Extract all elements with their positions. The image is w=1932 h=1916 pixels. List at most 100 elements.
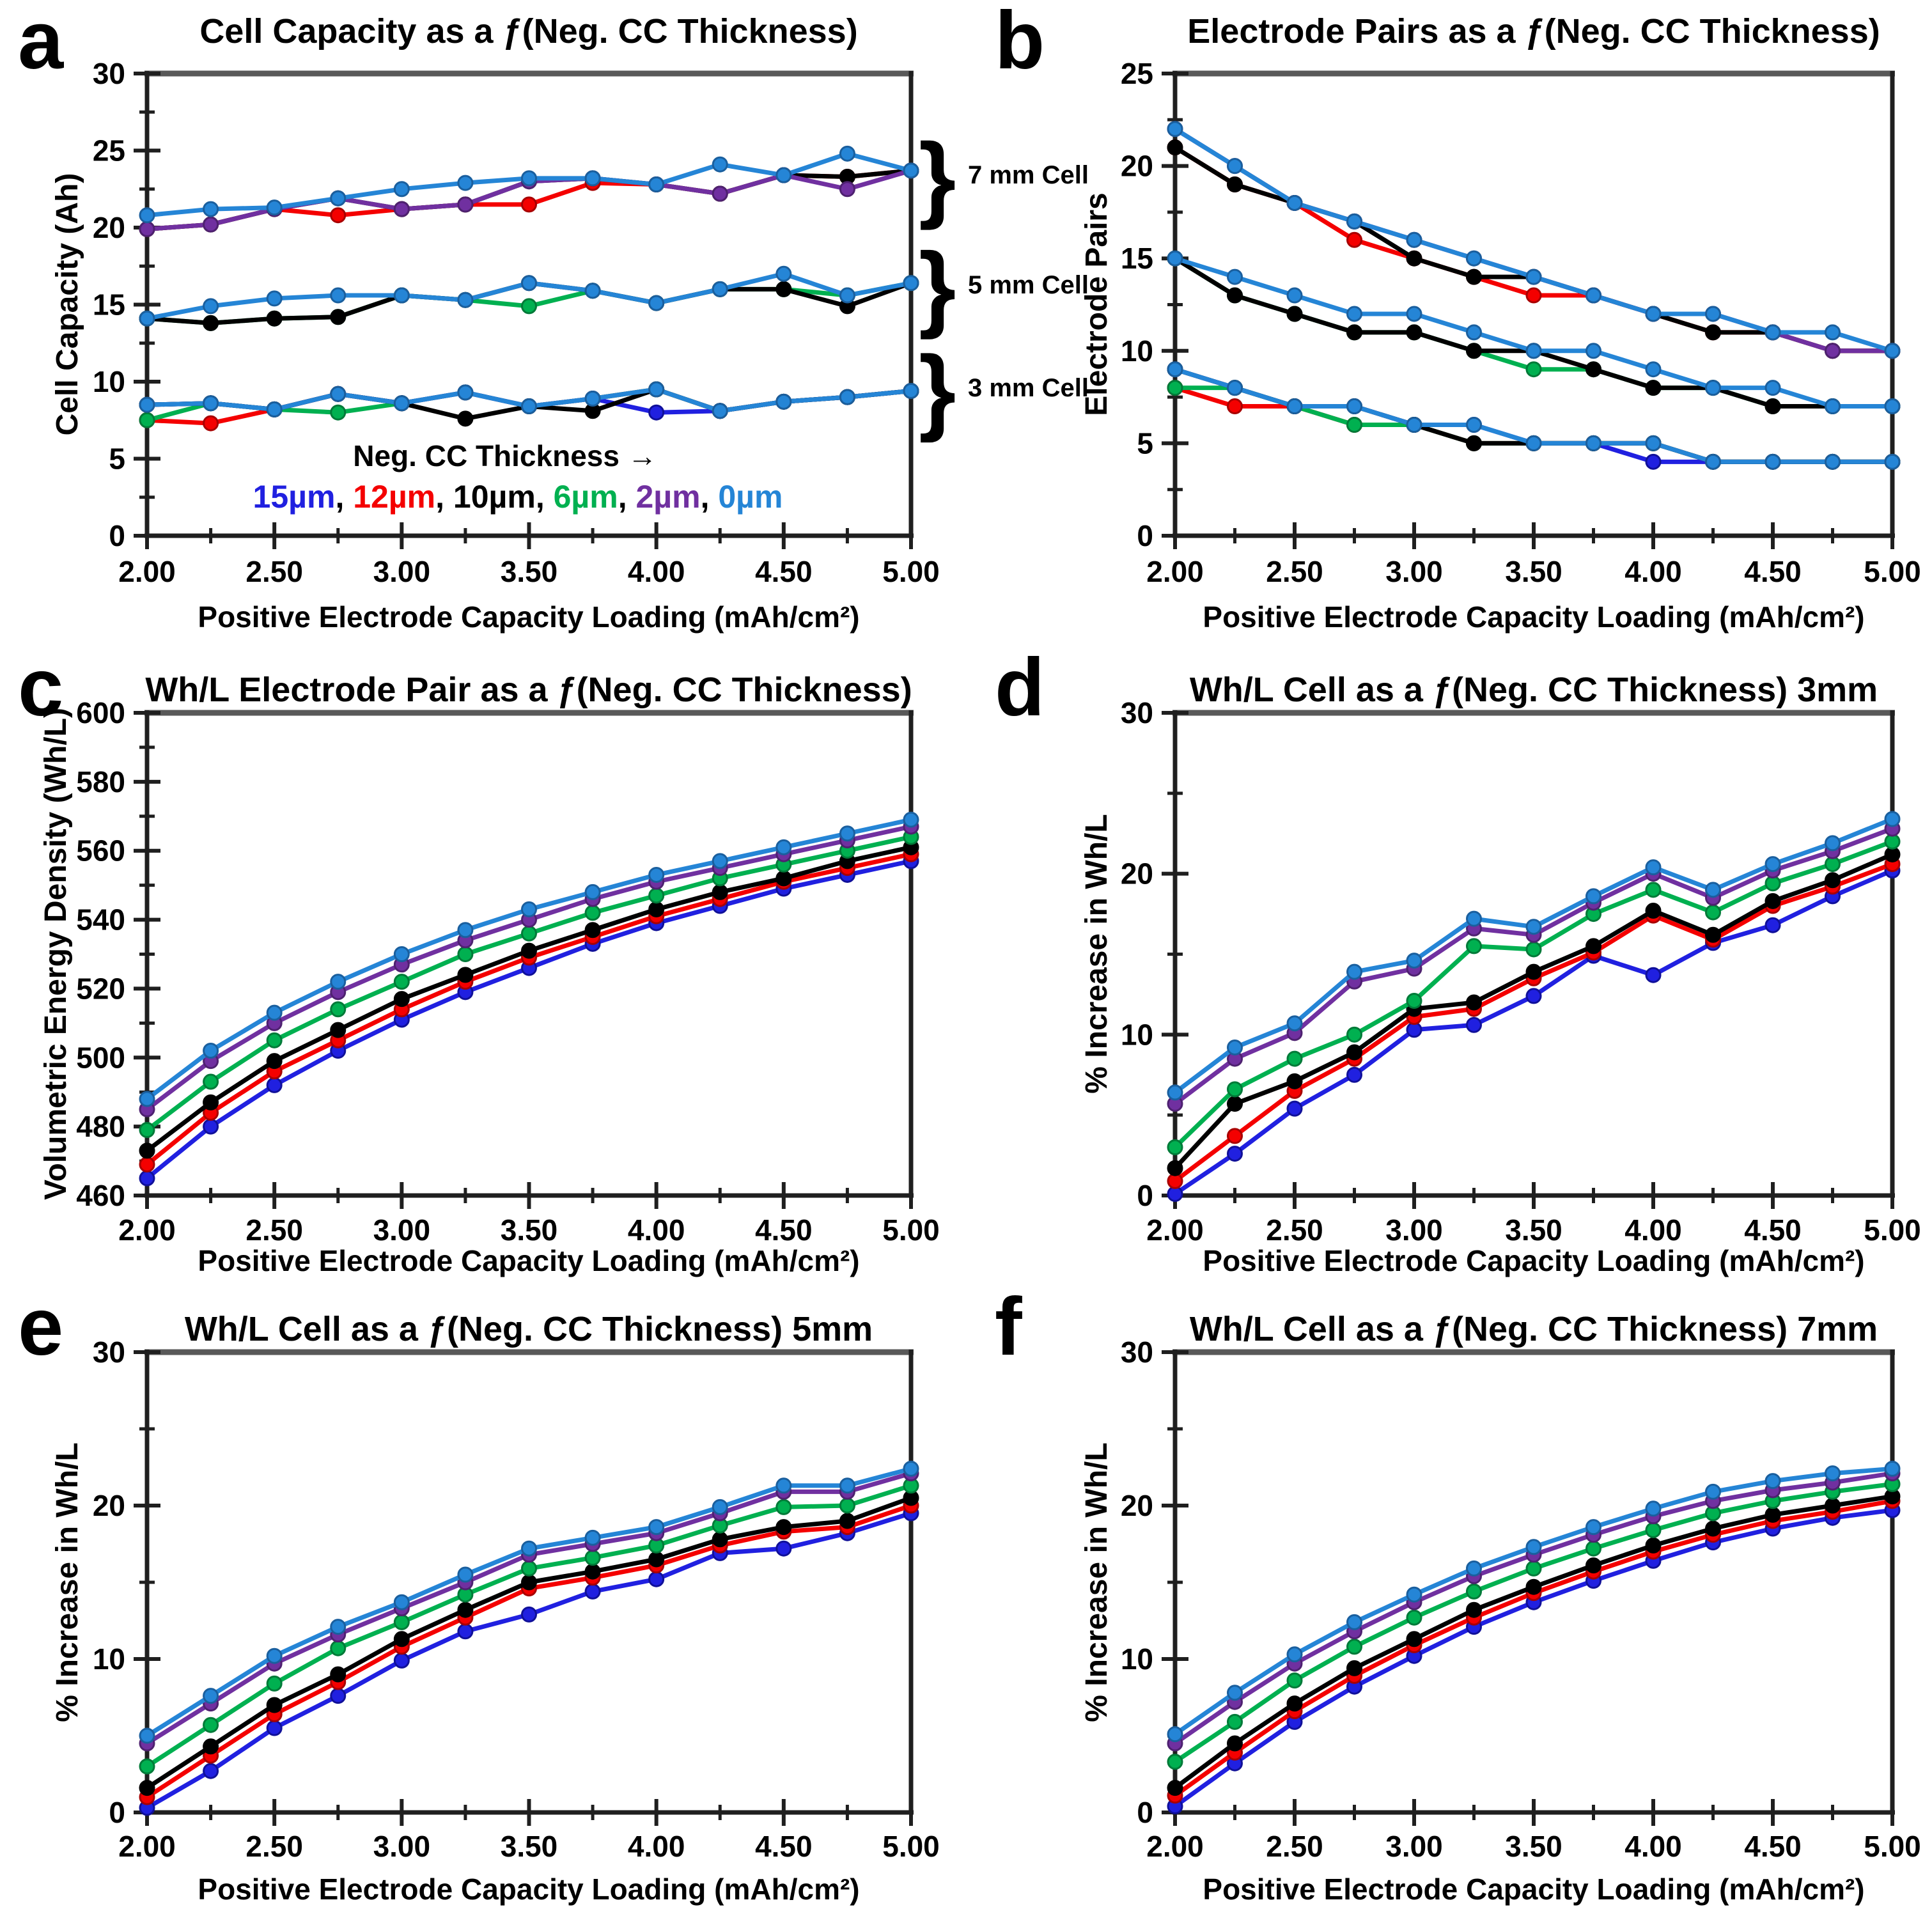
series-dot-b-0um <box>1286 194 1303 211</box>
y-tick-label-a: 20 <box>93 211 125 244</box>
series-dot-b-10um <box>1167 139 1183 156</box>
series-dot-b-0um <box>1645 306 1662 322</box>
series-dot-e-10um <box>330 1666 347 1683</box>
series-dot-f-0um <box>1525 1539 1542 1555</box>
series-dot-a-0um <box>903 382 919 399</box>
x-tick-label-c: 2.00 <box>118 1213 176 1247</box>
series-dot-b-10um <box>1705 324 1721 341</box>
series-dot-a-0um <box>330 190 347 206</box>
series-dot-c-0um <box>393 946 410 962</box>
series-dot-d-15um <box>1765 917 1781 933</box>
brace-7-mm-Cell: } <box>919 123 956 230</box>
y-tick-label-d: 10 <box>1121 1018 1153 1051</box>
series-dot-d-12um <box>1227 1128 1243 1144</box>
y-tick-label-a: 15 <box>93 288 125 322</box>
x-tick-label-c: 4.00 <box>628 1213 685 1247</box>
series-dot-f-6um <box>1286 1672 1303 1689</box>
series-dot-a-0um <box>839 287 855 304</box>
y-tick-label-f: 20 <box>1121 1489 1153 1522</box>
panel-letter-b: b <box>995 0 1045 86</box>
series-dot-f-0um <box>1286 1646 1303 1663</box>
series-dot-a-0um <box>521 170 537 187</box>
series-dot-c-6um <box>457 946 474 962</box>
series-dot-f-0um <box>1406 1586 1422 1603</box>
series-dot-a-0um <box>712 403 728 419</box>
series-dot-d-10um <box>1825 872 1841 889</box>
x-tick-label-f: 3.50 <box>1505 1830 1562 1863</box>
series-line-b-12um <box>1172 145 1895 354</box>
series-dot-d-15um <box>1525 988 1542 1004</box>
series-dot-c-0um <box>839 825 855 842</box>
series-dot-e-10um <box>203 1738 219 1755</box>
y-tick-label-f: 0 <box>1137 1796 1153 1829</box>
series-dot-a-0um <box>648 295 665 311</box>
series-dot-d-6um <box>1346 1026 1362 1043</box>
x-axis-title-e: Positive Electrode Capacity Loading (mAh… <box>198 1873 860 1906</box>
y-tick-label-a: 10 <box>93 365 125 398</box>
y-tick-label-a: 0 <box>109 519 125 552</box>
series-dot-b-0um <box>1705 453 1721 470</box>
y-tick-label-a: 25 <box>93 134 125 167</box>
series-dot-d-0um <box>1227 1039 1243 1055</box>
series-dot-a-10um <box>203 315 219 331</box>
series-dot-e-10um <box>584 1563 601 1580</box>
series-dot-b-0um <box>1765 324 1781 341</box>
series-dot-f-10um <box>1227 1735 1243 1752</box>
series-dot-f-10um <box>1406 1631 1422 1647</box>
x-tick-label-a: 5.00 <box>882 555 940 588</box>
series-dot-b-10um <box>1466 343 1482 359</box>
series-dot-a-10um <box>775 281 792 297</box>
x-tick-label-b: 4.50 <box>1744 555 1802 588</box>
y-tick-label-c: 580 <box>76 765 125 798</box>
series-dot-a-0um <box>775 265 792 282</box>
series-dot-f-10um <box>1167 1780 1183 1796</box>
series-dot-b-0um <box>1825 324 1841 341</box>
series-dot-e-15um <box>266 1720 283 1736</box>
x-tick-label-e: 2.00 <box>118 1830 176 1863</box>
series-dot-e-0um <box>139 1727 155 1744</box>
series-dot-f-6um <box>1406 1609 1422 1626</box>
series-dot-e-10um <box>139 1780 155 1796</box>
series-dot-a-0um <box>712 156 728 173</box>
series-dot-c-6um <box>393 974 410 990</box>
y-tick-label-f: 30 <box>1121 1336 1153 1369</box>
legend-entry-0um: 0µm <box>718 479 783 515</box>
annotation-5mm-cell: 5 mm Cell <box>968 271 1089 299</box>
series-dot-e-0um <box>203 1688 219 1704</box>
series-dot-b-0um <box>1585 287 1601 304</box>
brace-5-mm-Cell: } <box>919 233 956 340</box>
series-line-b-2um <box>1172 127 1895 354</box>
series-dot-f-6um <box>1585 1540 1601 1557</box>
series-dot-c-0um <box>457 922 474 939</box>
series-dot-b-12um <box>1227 398 1243 415</box>
annotation-3mm-cell: 3 mm Cell <box>968 374 1089 402</box>
series-dot-a-0um <box>584 283 601 299</box>
y-tick-label-b: 20 <box>1121 150 1153 183</box>
series-dot-d-10um <box>1227 1096 1243 1112</box>
series-dot-b-15um <box>1645 453 1662 470</box>
series-dot-b-0um <box>1765 453 1781 470</box>
panel-title-f: Wh/L Cell as a ƒ(Neg. CC Thickness) 7mm <box>1189 1310 1878 1348</box>
series-dot-c-0um <box>775 839 792 855</box>
series-dot-a-0um <box>839 389 855 405</box>
series-dot-d-10um <box>1346 1044 1362 1061</box>
series-dot-d-6um <box>1167 1139 1183 1155</box>
series-dot-a-15um <box>648 404 665 421</box>
series-dot-d-6um <box>1705 904 1721 921</box>
series-dot-c-0um <box>712 853 728 869</box>
x-tick-label-f: 2.00 <box>1146 1830 1204 1863</box>
y-tick-label-e: 10 <box>93 1642 125 1676</box>
x-tick-label-f: 4.50 <box>1744 1830 1802 1863</box>
x-tick-label-f: 2.50 <box>1266 1830 1323 1863</box>
series-dot-d-10um <box>1765 892 1781 909</box>
series-dot-d-0um <box>1466 910 1482 927</box>
series-dot-f-10um <box>1645 1537 1662 1554</box>
series-dot-a-0um <box>775 167 792 183</box>
series-dot-a-0um <box>584 391 601 407</box>
x-tick-label-e: 4.50 <box>755 1830 813 1863</box>
series-dot-c-0um <box>648 866 665 883</box>
y-tick-label-c: 560 <box>76 834 125 868</box>
series-dot-f-6um <box>1167 1754 1183 1770</box>
series-line-b-0um <box>1172 127 1895 354</box>
